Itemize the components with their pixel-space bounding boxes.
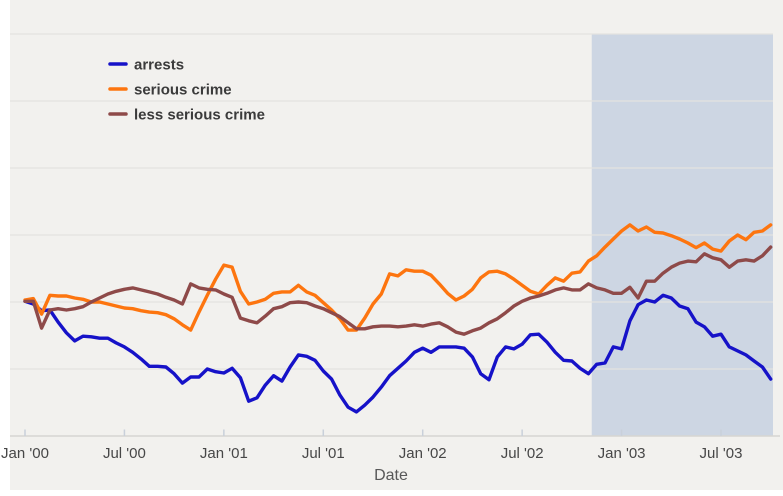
- x-tick-label: Jan '03: [598, 445, 646, 462]
- bottom-margin-strip: [0, 490, 783, 496]
- series-line-less-serious-crime: [23, 245, 773, 336]
- x-tick-label: Jan '01: [200, 445, 248, 462]
- legend-label-serious-crime: serious crime: [134, 82, 232, 99]
- series-line-arrests: [23, 293, 773, 414]
- x-tick-label: Jul '02: [501, 445, 544, 462]
- left-margin-strip: [0, 0, 10, 496]
- legend-label-less-serious-crime: less serious crime: [134, 107, 265, 124]
- x-tick-label: Jan '00: [1, 445, 49, 462]
- x-tick-label: Jul '01: [302, 445, 345, 462]
- x-tick-label: Jul '03: [700, 445, 743, 462]
- x-tick-label: Jul '00: [103, 445, 146, 462]
- x-axis-title: Date: [374, 467, 408, 484]
- x-tick-label: Jan '02: [399, 445, 447, 462]
- series-line-serious-crime: [23, 223, 773, 332]
- legend-label-arrests: arrests: [134, 57, 184, 74]
